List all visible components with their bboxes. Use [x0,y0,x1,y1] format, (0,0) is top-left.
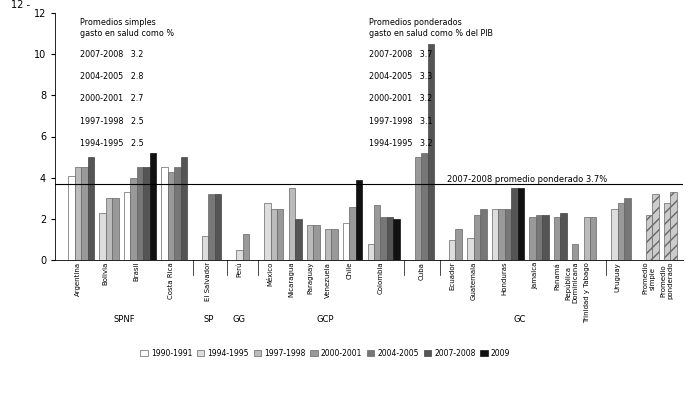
Text: Promedios ponderados
gasto en salud como % del PIB: Promedios ponderados gasto en salud como… [369,18,493,38]
Bar [106,199,112,260]
Bar [181,157,187,260]
Bar [295,219,302,260]
Bar [467,238,473,260]
Bar [68,176,75,260]
Bar [646,215,652,260]
Text: 2007-2008 promedio ponderado 3.7%: 2007-2008 promedio ponderado 3.7% [447,175,607,184]
Bar [277,209,284,260]
Bar [511,188,518,260]
Bar [270,209,277,260]
Bar [542,215,549,260]
Bar [343,223,349,260]
Legend: 1990-1991, 1994-1995, 1997-1998, 2000-2001, 2004-2005, 2007-2008, 2009: 1990-1991, 1994-1995, 1997-1998, 2000-20… [137,346,513,361]
Bar [554,217,560,260]
Bar [150,153,156,260]
Bar [455,229,462,260]
Text: 12 -: 12 - [11,0,30,10]
Bar [428,44,434,260]
Bar [215,194,221,260]
Bar [243,234,249,260]
Text: 2004-2005   2.8: 2004-2005 2.8 [80,72,144,81]
Bar [124,192,130,260]
Bar [349,207,356,260]
Bar [325,229,331,260]
Bar [590,217,596,260]
Bar [518,188,524,260]
Bar [75,168,81,260]
Text: 2007-2008   3.7: 2007-2008 3.7 [369,50,433,59]
Bar [664,202,670,260]
Bar [449,240,455,260]
Bar [584,217,590,260]
Bar [331,229,338,260]
Bar [356,180,362,260]
Bar [652,194,658,260]
Text: Promedios simples
gasto en salud como %: Promedios simples gasto en salud como % [80,18,175,38]
Bar [535,215,542,260]
Bar [168,172,174,260]
Bar [143,168,150,260]
Text: 2007-2008   3.2: 2007-2008 3.2 [80,50,144,59]
Bar [504,209,511,260]
Bar [202,236,208,260]
Bar [415,157,421,260]
Bar [99,213,106,260]
Bar [81,168,88,260]
Bar [529,217,535,260]
Bar [473,215,480,260]
Bar [130,178,137,260]
Bar [313,225,319,260]
Bar [611,209,618,260]
Bar [374,205,380,260]
Text: 1994-1995   2.5: 1994-1995 2.5 [80,139,144,148]
Bar [288,188,295,260]
Bar [236,250,243,260]
Bar [393,219,400,260]
Bar [480,209,486,260]
Text: 2000-2001   2.7: 2000-2001 2.7 [80,94,144,103]
Text: GC: GC [513,315,526,324]
Bar [307,225,313,260]
Bar [498,209,504,260]
Text: SPNF: SPNF [114,315,135,324]
Bar [618,202,624,260]
Bar [572,244,578,260]
Bar [161,168,168,260]
Bar [264,202,270,260]
Text: GG: GG [233,315,246,324]
Bar [112,199,119,260]
Bar [421,153,428,260]
Bar [88,157,94,260]
Text: 2004-2005   3.3: 2004-2005 3.3 [369,72,433,81]
Bar [380,217,387,260]
Bar [670,192,677,260]
Bar [208,194,215,260]
Bar [624,199,631,260]
Text: 1994-1995   3.2: 1994-1995 3.2 [369,139,433,148]
Text: GCP: GCP [317,315,334,324]
Bar [387,217,393,260]
Bar [492,209,498,260]
Text: 1997-1998   2.5: 1997-1998 2.5 [80,117,144,126]
Bar [174,168,181,260]
Bar [137,168,143,260]
Text: SP: SP [204,315,214,324]
Bar [368,244,374,260]
Text: 1997-1998   3.1: 1997-1998 3.1 [369,117,433,126]
Text: 2000-2001   3.2: 2000-2001 3.2 [369,94,433,103]
Bar [560,213,566,260]
